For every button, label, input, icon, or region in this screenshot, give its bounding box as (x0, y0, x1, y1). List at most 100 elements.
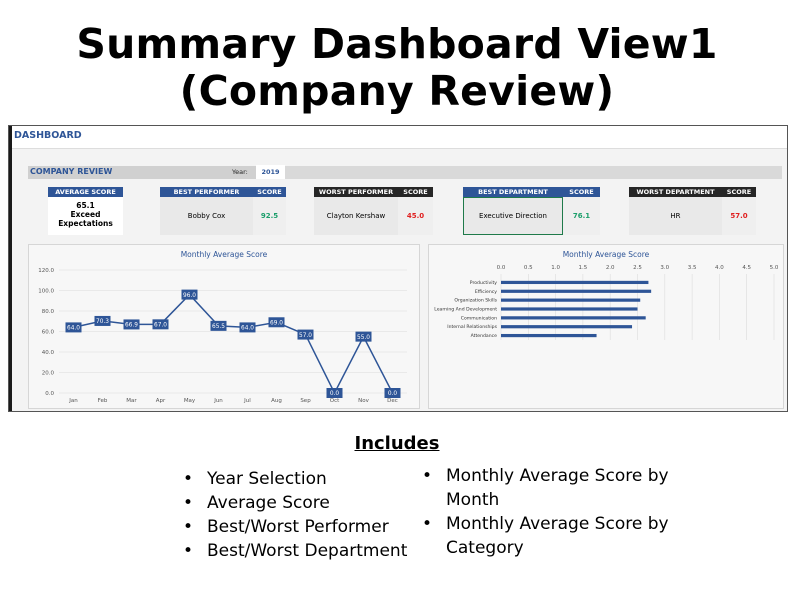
line-ytick-label: 40.0 (42, 350, 55, 356)
line-ytick-label: 60.0 (42, 330, 55, 336)
bullets-left: Year SelectionAverage ScoreBest/Worst Pe… (183, 467, 407, 563)
line-xtick-label: Oct (330, 398, 340, 404)
line-data-label: 0.0 (330, 391, 340, 397)
bullets-right: Monthly Average Score by MonthMonthly Av… (422, 464, 682, 560)
line-data-label-bg (94, 315, 111, 326)
bar-xtick-label: 3.5 (688, 265, 697, 271)
line-data-label-bg (239, 322, 256, 333)
company-review-label-bg (28, 166, 256, 179)
dashboard-screenshot: DASHBOARD COMPANY REVIEW Year: 2019 AVER… (8, 125, 788, 412)
line-data-label: 55.0 (357, 335, 370, 341)
worst-department-name: HR (629, 197, 722, 235)
average-score-card: 65.1 Exceed Expectations (48, 197, 123, 235)
line-xtick-label: Feb (98, 398, 108, 404)
best-department-header: BEST DEPARTMENT (463, 187, 563, 197)
average-score-header: AVERAGE SCORE (48, 187, 123, 197)
best-department-score-header: SCORE (563, 187, 600, 197)
bar-category-label: Organization Skills (454, 298, 497, 304)
bar-xtick-label: 2.0 (606, 265, 615, 271)
line-data-label-bg (268, 317, 285, 328)
bar-xtick-label: 2.5 (633, 265, 642, 271)
line-data-label: 67.0 (154, 323, 167, 329)
bar-2 (501, 298, 641, 302)
dashboard-body: COMPANY REVIEW Year: 2019 AVERAGE SCORE … (12, 149, 787, 411)
best-department-score: 76.1 (563, 197, 600, 235)
line-xtick-label: Jul (243, 398, 251, 404)
bar-xtick-label: 4.5 (742, 265, 751, 271)
best-performer-score: 92.5 (253, 197, 286, 235)
line-xtick-label: Jun (213, 398, 223, 404)
average-score-rating-line2: Expectations (58, 219, 113, 228)
line-chart-title: Monthly Average Score (181, 250, 268, 259)
bar-3 (501, 307, 638, 311)
best-performer-header: BEST PERFORMER (160, 187, 253, 197)
bar-xtick-label: 1.0 (551, 265, 560, 271)
line-series (73, 293, 394, 395)
line-data-label: 96.0 (183, 293, 196, 299)
line-ytick-label: 120.0 (38, 268, 54, 274)
line-data-label-bg (123, 319, 140, 330)
worst-department-header: WORST DEPARTMENT (629, 187, 722, 197)
line-data-label: 57.0 (299, 333, 312, 339)
bar-chart-title: Monthly Average Score (563, 250, 650, 259)
bar-xtick-label: 5.0 (770, 265, 779, 271)
line-data-point: 67.0 (152, 319, 169, 330)
bar-category-label: Efficiency (475, 289, 497, 295)
company-review-title: COMPANY REVIEW (30, 167, 113, 176)
left-bullet-1: Average Score (183, 491, 407, 515)
line-xtick-label: Mar (126, 398, 137, 404)
line-ytick-label: 20.0 (42, 371, 55, 377)
bar-category-label: Communication (461, 315, 497, 321)
line-data-label-bg (152, 319, 169, 330)
best-department-name[interactable]: Executive Direction (463, 197, 563, 235)
bar-category-label: Attendance (471, 333, 498, 339)
bar-4 (501, 316, 646, 320)
line-data-label: 70.3 (96, 319, 109, 325)
right-bullet-1: Monthly Average Score by Category (422, 512, 682, 560)
dashboard-title: DASHBOARD (14, 130, 82, 141)
left-bullet-0: Year Selection (183, 467, 407, 491)
worst-performer-score-header: SCORE (398, 187, 433, 197)
line-xtick-label: Apr (156, 398, 166, 404)
line-data-label: 0.0 (388, 391, 398, 397)
line-data-point: 0.0 (384, 388, 401, 398)
category-bar-chart-panel: Monthly Average Score 0.0 0.5 1.0 1.5 2.0 2.5… (428, 244, 784, 409)
line-data-point: 55.0 (355, 331, 372, 342)
dashboard-header: DASHBOARD (12, 126, 787, 149)
line-data-label: 64.0 (67, 326, 80, 332)
line-data-point: 57.0 (297, 329, 314, 340)
line-data-label-bg (355, 331, 372, 342)
line-xtick-label: Sep (300, 398, 311, 404)
worst-performer-name: Clayton Kershaw (314, 197, 398, 235)
line-xtick-label: Nov (358, 398, 369, 404)
bar-5 (501, 325, 633, 329)
line-data-label: 65.5 (212, 324, 225, 330)
worst-performer-header: WORST PERFORMER (314, 187, 398, 197)
line-ytick-label: 0.0 (45, 391, 54, 397)
right-bullet-0: Monthly Average Score by Month (422, 464, 682, 512)
year-selector[interactable]: 2019 (256, 165, 285, 179)
bar-xtick-label: 3.0 (660, 265, 669, 271)
worst-department-score: 57.0 (722, 197, 756, 235)
bar-category-label: Learning And Development (434, 307, 497, 313)
bar-6 (501, 333, 597, 338)
bar-category-label: Productivity (470, 280, 498, 286)
line-data-label-bg (181, 289, 198, 300)
bar-xtick-label: 4.0 (715, 265, 724, 271)
line-xtick-label: Dec (387, 398, 398, 404)
average-score-rating-line1: Exceed (70, 210, 101, 219)
line-data-point: 96.0 (181, 289, 198, 300)
category-bar-chart: Monthly Average Score 0.0 0.5 1.0 1.5 2.0 2.5… (434, 250, 779, 340)
bar-xtick-label: 1.5 (579, 265, 588, 271)
slide-title-line1: Summary Dashboard View1 (76, 20, 718, 68)
line-ytick-label: 80.0 (42, 309, 55, 315)
worst-performer-score: 45.0 (398, 197, 433, 235)
line-data-label-bg (384, 388, 401, 398)
bar-xtick-label: 0.0 (497, 265, 506, 271)
bar-1 (501, 289, 652, 293)
monthly-line-chart-panel: Monthly Average Score 0.0 20.0 40.0 60.0 80.… (28, 244, 420, 409)
line-data-point: 65.5 (210, 320, 227, 331)
line-data-label-bg (297, 329, 314, 340)
bar-0 (501, 280, 649, 285)
monthly-line-chart: Monthly Average Score 0.0 20.0 40.0 60.0 80.… (38, 250, 407, 404)
